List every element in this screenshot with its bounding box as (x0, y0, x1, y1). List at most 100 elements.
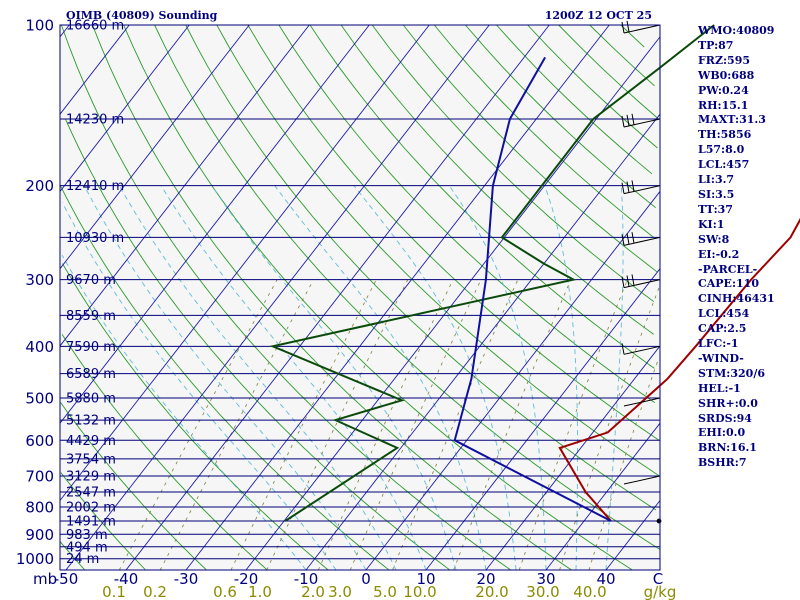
index-item: PW:0.24 (698, 83, 749, 97)
moist-adiabat (211, 185, 457, 571)
dry-adiabat (340, 24, 654, 335)
dewpoint-line (269, 24, 715, 522)
height-label: 2547 m (66, 486, 116, 501)
chart-title: OIMB (40809) Sounding (66, 9, 218, 22)
index-item: SI:3.5 (698, 187, 735, 201)
isotherm-line (59, 24, 70, 38)
wind-barb-flag (621, 21, 625, 34)
dry-adiabat (620, 24, 645, 48)
dry-adiabat (92, 24, 572, 571)
isotherm-line (59, 24, 250, 269)
pressure-unit-label: mb (33, 570, 57, 588)
isotherm-line (59, 24, 190, 192)
mixing-ratio-label: 40.0 (573, 583, 606, 600)
height-label: 10930 m (66, 231, 124, 246)
index-item: -PARCEL- (698, 262, 758, 276)
wind-barb-flag (626, 275, 630, 287)
mixing-ratio-line (317, 279, 454, 571)
wind-barb-flag (631, 274, 635, 286)
index-item: KI:1 (698, 217, 725, 231)
valid-time: 1200Z 12 OCT 25 (545, 9, 652, 22)
wind-barb-flag (621, 182, 625, 194)
index-item: WMO:40809 (698, 24, 775, 37)
mixing-ratio-label: 20.0 (475, 583, 508, 600)
axis-labels: 16660 m 14230 m 12410 m 10930 m 9670 m 8559 m… (16, 17, 677, 600)
wind-barb-staff (623, 236, 661, 246)
index-item: L57:8.0 (698, 143, 745, 157)
mixing-ratio-label: 1.0 (248, 583, 272, 600)
index-item: WB0:688 (698, 68, 755, 82)
temperature-unit-label: C (653, 570, 663, 588)
dry-adiabat (371, 24, 655, 303)
wind-barb-flag (621, 234, 625, 246)
index-item: EHI:0.0 (698, 426, 746, 440)
isotherm-line (425, 268, 661, 571)
height-label: 3754 m (66, 452, 116, 467)
moist-adiabat (83, 185, 367, 571)
index-item: TH:5856 (698, 128, 752, 142)
temperature-tick-label: -10 (294, 570, 319, 588)
mixing-ratio-line (230, 279, 377, 571)
index-item: FRZ:595 (698, 53, 751, 67)
wind-station-dot (656, 518, 662, 524)
mixing-ratio-label: 0.2 (143, 583, 167, 600)
mixing-ratio-line (266, 279, 409, 571)
index-item: MAXT:31.3 (698, 113, 766, 127)
mixing-ratio-label: 2.0 (301, 583, 325, 600)
index-item: BRN:16.1 (698, 441, 757, 455)
dry-adiabat (278, 24, 655, 403)
isotherm-line (245, 36, 661, 571)
index-item: SHR+:0.0 (698, 396, 758, 410)
index-item: LCL:457 (698, 158, 750, 172)
mixing-ratio-label: 10.0 (403, 583, 436, 600)
pressure-label: 800 (25, 498, 54, 516)
height-label: 5880 m (66, 392, 116, 407)
moist-adiabat (448, 185, 547, 570)
height-label: 983 m (66, 528, 108, 543)
dry-adiabat (185, 24, 657, 511)
temperature-line (558, 217, 800, 522)
pressure-label: 300 (25, 271, 54, 289)
plot-frame (59, 24, 661, 571)
height-label: 14230 m (66, 112, 124, 127)
wind-barb-staff (623, 279, 661, 289)
index-item: HEL:-1 (698, 381, 741, 395)
isotherm-line (125, 24, 550, 571)
wind-barb-flag (626, 20, 630, 32)
height-label: 8559 m (66, 309, 116, 324)
mixing-ratio-label: 30.0 (526, 583, 559, 600)
mixing-ratio-label: 5.0 (373, 583, 397, 600)
pressure-label: 600 (25, 432, 54, 450)
pressure-label: 400 (25, 338, 54, 356)
index-item: -WIND- (698, 351, 744, 365)
index-item: RH:15.1 (698, 98, 749, 112)
mixing-ratio-label: 0.6 (213, 583, 237, 600)
mixing-ratio-unit-label: g/kg (644, 583, 677, 600)
moist-adiabat (544, 185, 579, 570)
wind-barb-staff (623, 345, 661, 355)
temperature-tick-label: 20 (476, 570, 495, 588)
moist-adiabat (353, 185, 517, 571)
mixing-ratio-label: 0.1 (102, 583, 126, 600)
parcel-line (453, 56, 612, 522)
index-item: EI:-0.2 (698, 247, 740, 261)
height-label: 5132 m (66, 414, 116, 429)
temperature-tick-label: 10 (416, 570, 435, 588)
wind-barb-staff (623, 475, 661, 485)
height-label: 16660 m (66, 19, 124, 34)
wind-barb-flag (631, 113, 635, 125)
isotherm-line (65, 24, 490, 571)
index-item: CINH:46431 (698, 292, 775, 306)
dry-adiabats (59, 24, 660, 571)
profile-lines (269, 24, 800, 522)
wind-barb-flag (626, 233, 630, 245)
wind-barb-flag (621, 276, 625, 288)
moist-adiabat (119, 185, 397, 571)
height-label: 7590 m (66, 340, 116, 355)
dry-adiabat (62, 263, 329, 571)
moist-adiabat (605, 185, 624, 571)
isotherm-line (305, 113, 661, 571)
dry-adiabat (527, 24, 658, 149)
moist-adiabat (61, 202, 337, 571)
isotherm-line (485, 345, 661, 571)
